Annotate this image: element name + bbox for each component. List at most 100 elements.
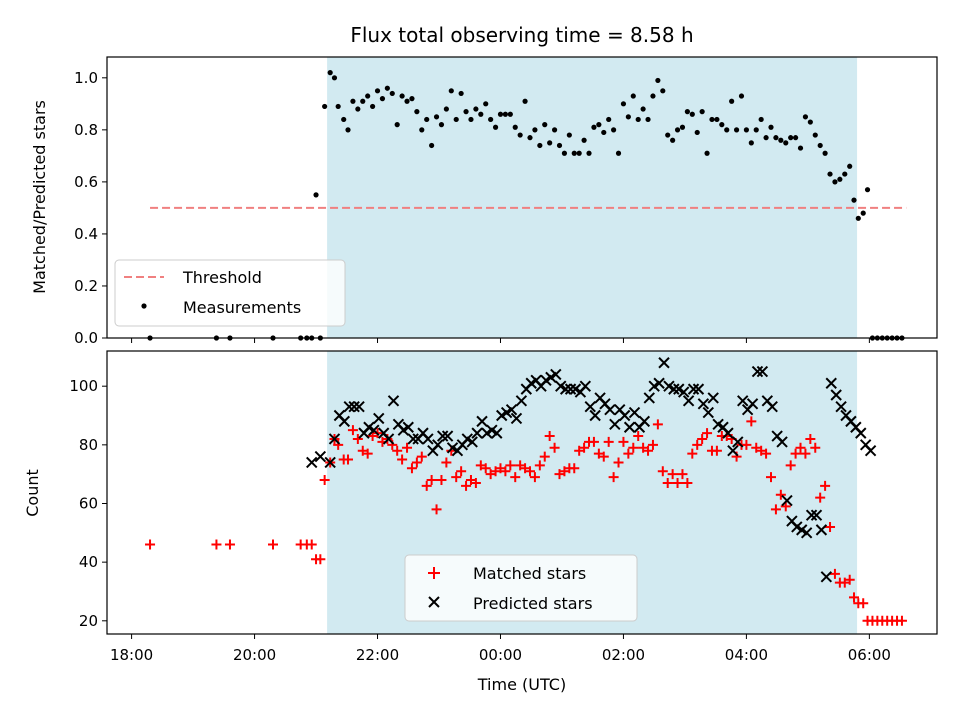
matched-star-point (829, 568, 840, 579)
predicted-star-point (353, 401, 365, 413)
legend-matched-label: Matched stars (473, 564, 586, 583)
predicted-star-point (314, 450, 327, 463)
predicted-star-point (692, 383, 705, 395)
measurement-point (542, 122, 548, 128)
top-y-ticks: 0.0 0.2 0.4 0.6 0.8 1.0 (74, 69, 107, 347)
measurement-point (596, 122, 602, 128)
predicted-stars-series (306, 357, 877, 583)
matched-star-point (480, 463, 491, 474)
predicted-star-point (328, 433, 341, 445)
measurement-point (327, 70, 333, 76)
predicted-star-point (800, 527, 813, 539)
measurement-point (615, 150, 622, 156)
measurement-point (743, 127, 750, 133)
measurement-point (512, 124, 518, 130)
measurement-point (768, 124, 774, 130)
predicted-star-point (638, 415, 651, 428)
matched-star-point (392, 445, 403, 456)
matched-star-point (411, 457, 422, 468)
matched-star-point (539, 451, 550, 462)
measurement-point (537, 142, 543, 149)
legend-threshold-label: Threshold (182, 268, 262, 287)
measurement-point (748, 140, 754, 146)
predicted-star-point (382, 433, 395, 445)
predicted-star-point (707, 392, 719, 404)
matched-star-point (844, 574, 855, 585)
matched-star-point (416, 451, 427, 462)
measurement-point (635, 116, 641, 123)
predicted-star-point (609, 418, 621, 431)
measurement-point (822, 150, 828, 156)
predicted-star-point (604, 403, 616, 416)
measurement-point (733, 127, 740, 133)
bottom-x-ticks: 18:00 20:00 22:00 00:00 02:00 04:00 06:00 (110, 634, 891, 664)
predicted-star-point (746, 398, 759, 410)
bottom-legend-box (404, 554, 638, 622)
y-tick-label: 20 (79, 612, 98, 630)
measurement-point (832, 179, 838, 185)
predicted-star-point (766, 401, 778, 413)
top-legend[interactable]: Threshold Measurements (114, 259, 346, 327)
matched-star-point (362, 448, 373, 459)
measurement-point (360, 98, 366, 104)
measurement-point (448, 88, 454, 94)
measurement-point (620, 101, 627, 107)
measurement-point (384, 85, 390, 91)
predicted-star-point (387, 395, 400, 407)
measurement-point (684, 109, 690, 115)
measurement-point (630, 93, 636, 99)
measurement-point (851, 197, 857, 203)
bottom-y-ticks: 20 40 60 80 100 (69, 377, 107, 630)
x-tick-label: 04:00 (725, 646, 768, 664)
predicted-star-point (702, 406, 714, 419)
top-x-ticks (131, 338, 870, 343)
matched-star-point (692, 439, 703, 450)
predicted-star-point (579, 380, 592, 392)
predicted-star-point (338, 415, 351, 428)
top-legend-box (114, 259, 346, 327)
measurement-point (483, 101, 489, 107)
predicted-star-point (643, 392, 655, 404)
x-axis-label: Time (UTC) (477, 675, 566, 694)
measurement-point (581, 137, 587, 143)
measurement-point (502, 111, 508, 117)
matched-star-point (820, 480, 831, 491)
predicted-star-point (471, 427, 483, 439)
predicted-star-point (491, 427, 503, 439)
predicted-star-point (422, 433, 434, 445)
predicted-star-point (727, 445, 739, 457)
measurement-point (458, 90, 464, 97)
matched-star-point (426, 475, 437, 486)
matched-star-point (825, 521, 836, 532)
matched-star-point (505, 460, 516, 471)
predicted-star-point (373, 412, 385, 425)
predicted-star-point (324, 456, 336, 469)
chart-title: Flux total observing time = 8.58 h (350, 23, 693, 47)
measurement-point (788, 135, 794, 141)
measurement-point (341, 116, 347, 123)
measurement-point (827, 171, 833, 177)
predicted-star-point (348, 401, 360, 413)
matched-star-point (805, 433, 816, 444)
legend-measurements-swatch (141, 303, 147, 309)
measurement-point (492, 124, 499, 130)
matched-star-point (795, 442, 806, 453)
matched-star-point (347, 425, 358, 436)
matched-star-point (790, 448, 801, 459)
legend-measurements-label: Measurements (183, 298, 301, 317)
matched-star-point (211, 539, 222, 550)
measurement-point (855, 215, 861, 221)
measurement-point (601, 129, 607, 136)
measurement-point (527, 135, 533, 141)
predicted-star-point (687, 383, 700, 395)
measurement-point (674, 127, 681, 133)
top-y-axis-label: Matched/Predicted stars (30, 100, 49, 294)
predicted-star-point (618, 409, 631, 422)
measurement-point (763, 135, 769, 141)
bottom-legend[interactable]: Matched stars Predicted stars (404, 554, 638, 622)
predicted-star-point (407, 433, 419, 445)
matched-star-point (608, 472, 619, 483)
y-tick-label: 0.0 (74, 329, 98, 347)
matched-star-point (800, 448, 811, 459)
legend-predicted-swatch (428, 596, 440, 608)
